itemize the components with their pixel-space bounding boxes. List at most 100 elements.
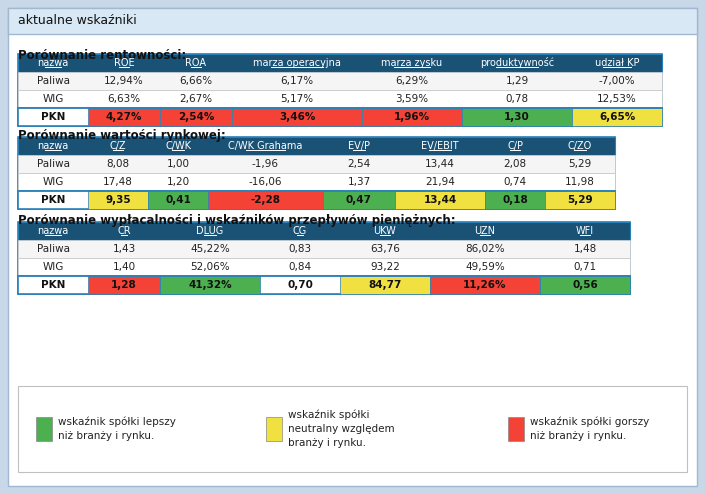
Text: WIG: WIG (42, 177, 63, 187)
Text: EV/EBIT: EV/EBIT (421, 141, 459, 151)
Text: C/WK Grahama: C/WK Grahama (228, 141, 302, 151)
Bar (462, 108, 572, 126)
Text: produktywność: produktywność (480, 57, 554, 69)
Text: aktualne wskaźniki: aktualne wskaźniki (18, 14, 137, 28)
Bar (18, 173, 615, 191)
Bar (18, 72, 662, 90)
Text: 1,20: 1,20 (166, 177, 190, 187)
Text: 11,98: 11,98 (565, 177, 595, 187)
Text: 1,30: 1,30 (504, 112, 530, 122)
Text: udział KP: udział KP (595, 58, 639, 68)
Text: ROE: ROE (114, 58, 135, 68)
Text: 93,22: 93,22 (370, 262, 400, 272)
Text: C/Z: C/Z (110, 141, 126, 151)
Text: 1,37: 1,37 (348, 177, 371, 187)
Bar (18, 54, 662, 72)
Text: UKW: UKW (374, 226, 396, 236)
Text: 12,94%: 12,94% (104, 76, 144, 86)
Text: 3,59%: 3,59% (396, 94, 429, 104)
Bar (160, 108, 232, 126)
Text: -7,00%: -7,00% (599, 76, 635, 86)
Text: 1,43: 1,43 (112, 244, 135, 254)
Bar (18, 222, 630, 294)
Text: 2,54%: 2,54% (178, 112, 214, 122)
Text: Porównanie wartości rynkowej:: Porównanie wartości rynkowej: (18, 129, 226, 142)
Text: C/WK: C/WK (165, 141, 191, 151)
Text: 6,65%: 6,65% (599, 112, 635, 122)
Text: 21,94: 21,94 (425, 177, 455, 187)
Text: 0,83: 0,83 (288, 244, 312, 254)
Text: 1,40: 1,40 (112, 262, 135, 272)
Text: marza operacyjna: marza operacyjna (253, 58, 341, 68)
Text: 5,29: 5,29 (568, 195, 593, 205)
Text: 0,70: 0,70 (287, 280, 313, 290)
Text: 0,71: 0,71 (573, 262, 596, 272)
Bar (148, 191, 208, 209)
Text: 8,08: 8,08 (106, 159, 130, 169)
Bar (160, 276, 260, 294)
Text: WFI: WFI (576, 226, 594, 236)
Text: CR: CR (117, 226, 131, 236)
Text: 1,48: 1,48 (573, 244, 596, 254)
Text: 6,63%: 6,63% (107, 94, 140, 104)
Bar (18, 90, 662, 108)
Bar (323, 191, 395, 209)
Text: 0,41: 0,41 (165, 195, 191, 205)
Text: CG: CG (293, 226, 307, 236)
Text: C/ZO: C/ZO (568, 141, 592, 151)
Text: 6,29%: 6,29% (396, 76, 429, 86)
Text: 2,67%: 2,67% (180, 94, 213, 104)
Text: 0,18: 0,18 (502, 195, 528, 205)
Text: Porównanie rentowności:: Porównanie rentowności: (18, 49, 186, 62)
Text: wskaźnik spółki
neutralny względem
branży i rynku.: wskaźnik spółki neutralny względem branż… (288, 410, 395, 448)
Text: 13,44: 13,44 (425, 159, 455, 169)
Text: 13,44: 13,44 (424, 195, 457, 205)
Text: 5,17%: 5,17% (281, 94, 314, 104)
Bar (88, 108, 160, 126)
Bar (18, 258, 630, 276)
Text: 9,35: 9,35 (105, 195, 131, 205)
Text: WIG: WIG (42, 94, 63, 104)
Bar (18, 240, 630, 258)
Text: -2,28: -2,28 (250, 195, 281, 205)
Bar (18, 276, 630, 294)
Text: C/P: C/P (507, 141, 523, 151)
Text: wskaźnik spółki lepszy
niż branży i rynku.: wskaźnik spółki lepszy niż branży i rynk… (58, 417, 176, 441)
Text: DLUG: DLUG (197, 226, 223, 236)
Text: EV/P: EV/P (348, 141, 370, 151)
Text: 1,29: 1,29 (505, 76, 529, 86)
Text: 4,27%: 4,27% (106, 112, 142, 122)
Text: WIG: WIG (42, 262, 63, 272)
Text: ROA: ROA (185, 58, 207, 68)
Text: Paliwa: Paliwa (37, 244, 70, 254)
Bar (8, 8, 697, 34)
Bar (340, 276, 430, 294)
Bar (430, 276, 540, 294)
Text: 84,77: 84,77 (368, 280, 402, 290)
Bar (18, 222, 630, 240)
Text: 45,22%: 45,22% (190, 244, 230, 254)
Text: 2,08: 2,08 (503, 159, 527, 169)
Bar (18, 137, 615, 155)
Bar (545, 191, 615, 209)
Text: wskaźnik spółki gorszy
niż branży i rynku.: wskaźnik spółki gorszy niż branży i rynk… (530, 417, 649, 441)
Text: 6,17%: 6,17% (281, 76, 314, 86)
Bar (18, 155, 615, 173)
Text: 86,02%: 86,02% (465, 244, 505, 254)
Text: Porównanie wypłacalności i wskaźników przepływów pieniężnych:: Porównanie wypłacalności i wskaźników pr… (18, 214, 455, 227)
Text: 17,48: 17,48 (103, 177, 133, 187)
Text: 5,29: 5,29 (568, 159, 591, 169)
Text: 0,56: 0,56 (572, 280, 598, 290)
Text: 6,66%: 6,66% (180, 76, 213, 86)
Text: 0,47: 0,47 (346, 195, 372, 205)
Bar (362, 108, 462, 126)
Bar (395, 191, 485, 209)
Text: 63,76: 63,76 (370, 244, 400, 254)
Text: PKN: PKN (41, 280, 65, 290)
Text: PKN: PKN (41, 195, 65, 205)
Text: 0,84: 0,84 (288, 262, 312, 272)
Bar (18, 137, 615, 209)
Text: -1,96: -1,96 (252, 159, 279, 169)
Bar (88, 276, 160, 294)
Text: 0,78: 0,78 (505, 94, 529, 104)
